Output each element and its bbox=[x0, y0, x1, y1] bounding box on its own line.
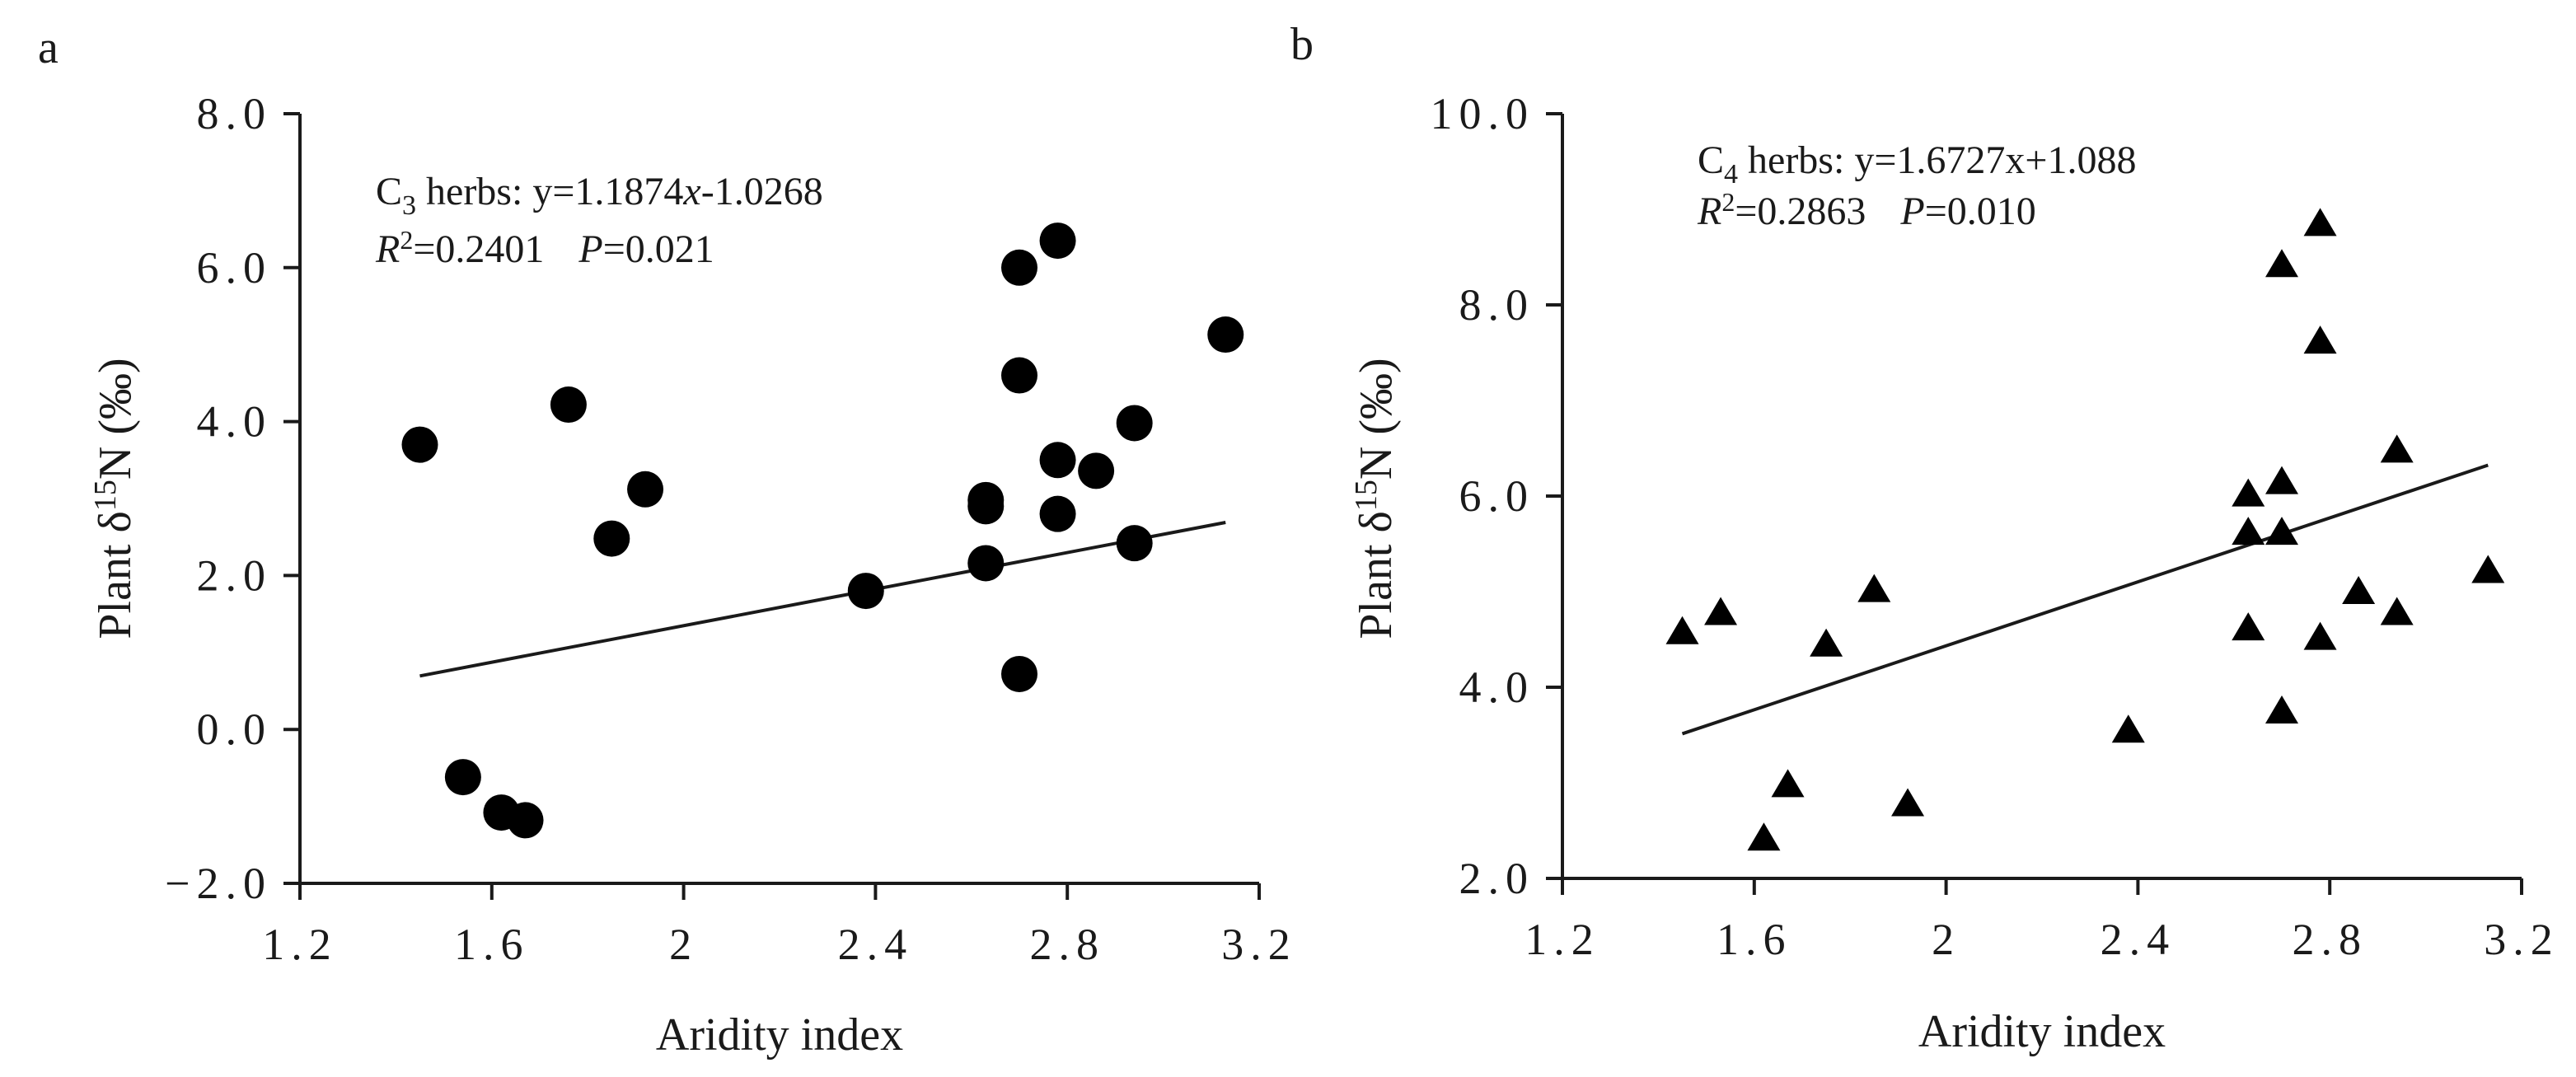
data-point bbox=[1771, 769, 1805, 798]
data-point bbox=[2265, 517, 2298, 546]
data-point bbox=[2342, 576, 2376, 604]
data-point bbox=[1039, 442, 1076, 479]
data-point bbox=[2303, 208, 2337, 236]
x-axis-title: Aridity index bbox=[656, 1009, 903, 1061]
y-tick-label: 2.0 bbox=[1459, 854, 1535, 903]
regression-annotation: C3 herbs: y=1.1874x-1.0268 R2=0.2401 P=0.… bbox=[375, 170, 823, 271]
data-point bbox=[1891, 788, 1925, 817]
data-point bbox=[967, 545, 1005, 582]
x-tick-label: 2.8 bbox=[2292, 915, 2368, 964]
x-tick-label: 2.8 bbox=[1029, 920, 1105, 969]
y-axis-title: Plant δ15N (‰) bbox=[1349, 358, 1402, 639]
panel-a: a −2.0 0.0 2.0 4.0 6.0 8.0 1.2 1.6 2 2.4 2.8 3.2 A… bbox=[38, 22, 1297, 1061]
data-point bbox=[2232, 612, 2265, 641]
x-tick-label: 2 bbox=[669, 920, 698, 969]
data-point bbox=[1857, 574, 1891, 602]
y-tick-label: 10.0 bbox=[1431, 89, 1535, 138]
data-point bbox=[1665, 616, 1699, 644]
data-point bbox=[2232, 478, 2265, 507]
x-tick-label: 3.2 bbox=[2484, 915, 2560, 964]
data-point bbox=[2303, 621, 2337, 650]
y-tick-label: 6.0 bbox=[197, 243, 273, 293]
x-tick-label: 2 bbox=[1932, 915, 1960, 964]
y-tick-label: 2.0 bbox=[197, 550, 273, 600]
y-axis-title: Plant δ15N (‰) bbox=[88, 358, 141, 639]
data-point bbox=[2265, 466, 2298, 494]
data-point bbox=[550, 386, 587, 424]
x-tick-label: 1.2 bbox=[1525, 915, 1600, 964]
regression-stats: R2=0.2863 P=0.010 bbox=[1697, 187, 2036, 233]
y-tick-label: 8.0 bbox=[1459, 280, 1535, 330]
regression-annotation: C4 herbs: y=1.6727x+1.088 R2=0.2863 P=0.0… bbox=[1697, 138, 2136, 233]
panel-b: b 2.0 4.0 6.0 8.0 10.0 1.2 1.6 2 2.4 2.8 3.2 Arid… bbox=[1290, 19, 2560, 1057]
data-point bbox=[1039, 495, 1076, 532]
y-tick-label: 4.0 bbox=[197, 397, 273, 447]
data-point bbox=[1001, 249, 1037, 286]
data-points bbox=[1665, 208, 2505, 851]
data-point bbox=[444, 759, 481, 796]
data-point bbox=[2111, 714, 2145, 743]
regression-line bbox=[1681, 463, 2489, 736]
x-tick-label: 1.6 bbox=[1717, 915, 1792, 964]
data-point bbox=[1039, 222, 1076, 260]
regression-equation: C3 herbs: y=1.1874x-1.0268 bbox=[376, 170, 823, 221]
data-point bbox=[2380, 434, 2414, 463]
data-point bbox=[1116, 405, 1153, 442]
data-point bbox=[1116, 525, 1153, 562]
data-point bbox=[507, 802, 544, 839]
data-point bbox=[1078, 452, 1115, 489]
data-point bbox=[401, 426, 438, 463]
regression-equation: C4 herbs: y=1.6727x+1.088 bbox=[1698, 138, 2136, 190]
data-point bbox=[627, 471, 664, 508]
regression-stats: R2=0.2401 P=0.021 bbox=[375, 225, 714, 271]
data-point bbox=[1001, 357, 1037, 394]
x-tick-label: 3.2 bbox=[1221, 920, 1297, 969]
data-point bbox=[2232, 517, 2265, 546]
data-point bbox=[967, 488, 1005, 525]
data-point bbox=[847, 573, 884, 610]
y-ticks: −2.0 0.0 2.0 4.0 6.0 8.0 bbox=[165, 89, 300, 908]
data-point bbox=[2303, 325, 2337, 354]
x-axis-title: Aridity index bbox=[1918, 1006, 2166, 1057]
data-point bbox=[1747, 822, 1781, 851]
data-point bbox=[1001, 655, 1037, 692]
data-points bbox=[401, 222, 1244, 839]
x-tick-label: 2.4 bbox=[2101, 915, 2176, 964]
x-ticks: 1.2 1.6 2 2.4 2.8 3.2 bbox=[262, 883, 1297, 969]
regression-line bbox=[419, 521, 1226, 678]
x-tick-label: 1.6 bbox=[454, 920, 530, 969]
y-tick-label: 0.0 bbox=[197, 705, 273, 754]
data-point bbox=[1810, 628, 1843, 657]
data-point bbox=[593, 520, 630, 557]
panel-letter: a bbox=[38, 22, 59, 73]
y-tick-label: 6.0 bbox=[1459, 471, 1535, 521]
data-point bbox=[2380, 597, 2414, 625]
panel-letter: b bbox=[1290, 19, 1314, 70]
y-tick-label: 4.0 bbox=[1459, 663, 1535, 712]
y-tick-label: −2.0 bbox=[165, 859, 272, 908]
data-point bbox=[1704, 597, 1738, 625]
y-ticks: 2.0 4.0 6.0 8.0 10.0 bbox=[1431, 89, 1562, 903]
x-ticks: 1.2 1.6 2 2.4 2.8 3.2 bbox=[1525, 878, 2560, 964]
data-point bbox=[2265, 695, 2298, 723]
data-point bbox=[2265, 249, 2298, 278]
y-tick-label: 8.0 bbox=[197, 89, 273, 138]
x-tick-label: 2.4 bbox=[838, 920, 914, 969]
data-point bbox=[1207, 316, 1244, 354]
x-tick-label: 1.2 bbox=[262, 920, 338, 969]
data-point bbox=[2471, 555, 2505, 583]
